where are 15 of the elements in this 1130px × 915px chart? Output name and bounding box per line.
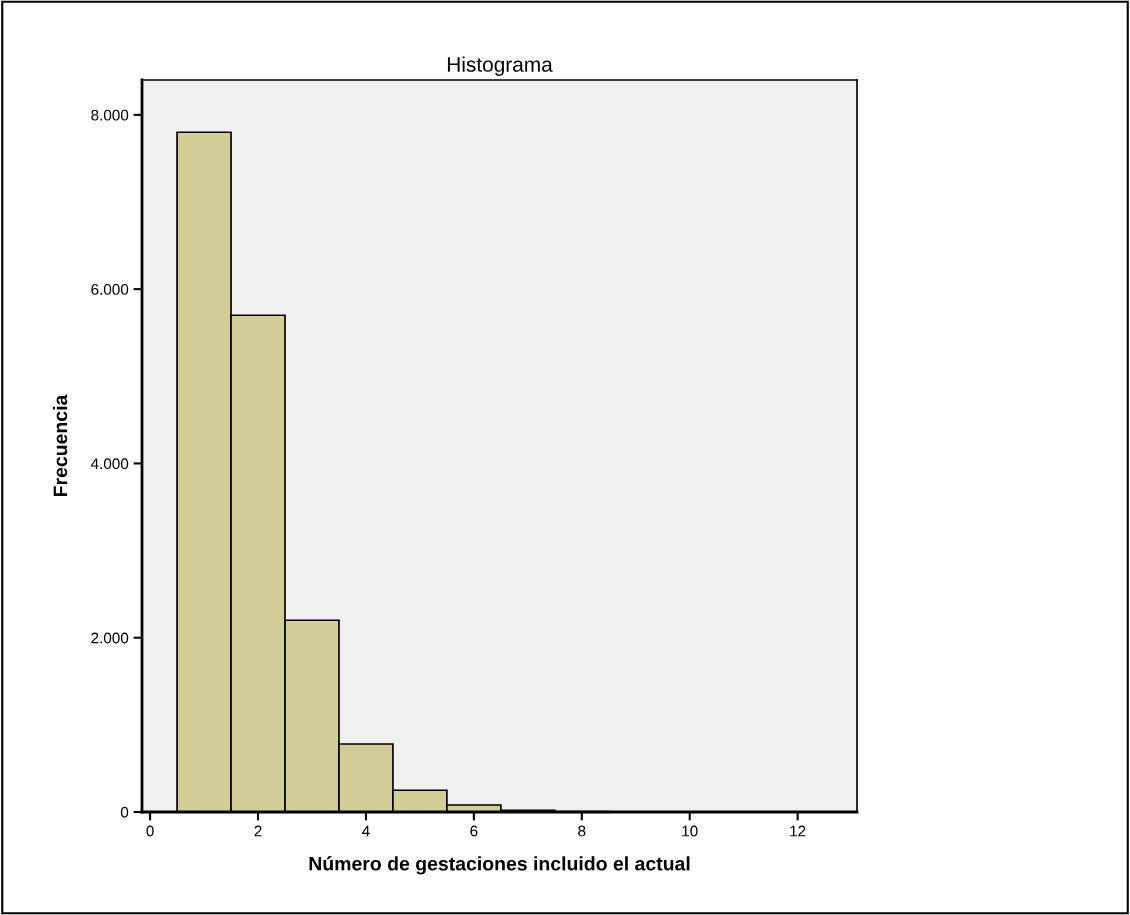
- x-axis-title: Número de gestaciones incluido el actual: [309, 856, 690, 875]
- y-tick-label: 6.000: [91, 284, 129, 295]
- chart-title: Histograma: [447, 56, 553, 76]
- x-tick-label: 12: [790, 825, 806, 837]
- y-tick-label: 4.000: [90, 458, 129, 470]
- x-tick-label: 2: [254, 825, 262, 837]
- y-tick-label: 8.000: [91, 109, 129, 121]
- y-tick-label: 2.000: [91, 632, 129, 644]
- y-axis-title: Frecuencia: [53, 394, 68, 497]
- y-tick-label: 0: [120, 806, 129, 818]
- x-tick-label: 10: [682, 825, 698, 837]
- x-tick-label: 4: [362, 825, 370, 837]
- x-tick-label: 6: [470, 825, 478, 837]
- x-tick-label: 0: [146, 825, 154, 837]
- x-tick-label: 8: [578, 825, 586, 837]
